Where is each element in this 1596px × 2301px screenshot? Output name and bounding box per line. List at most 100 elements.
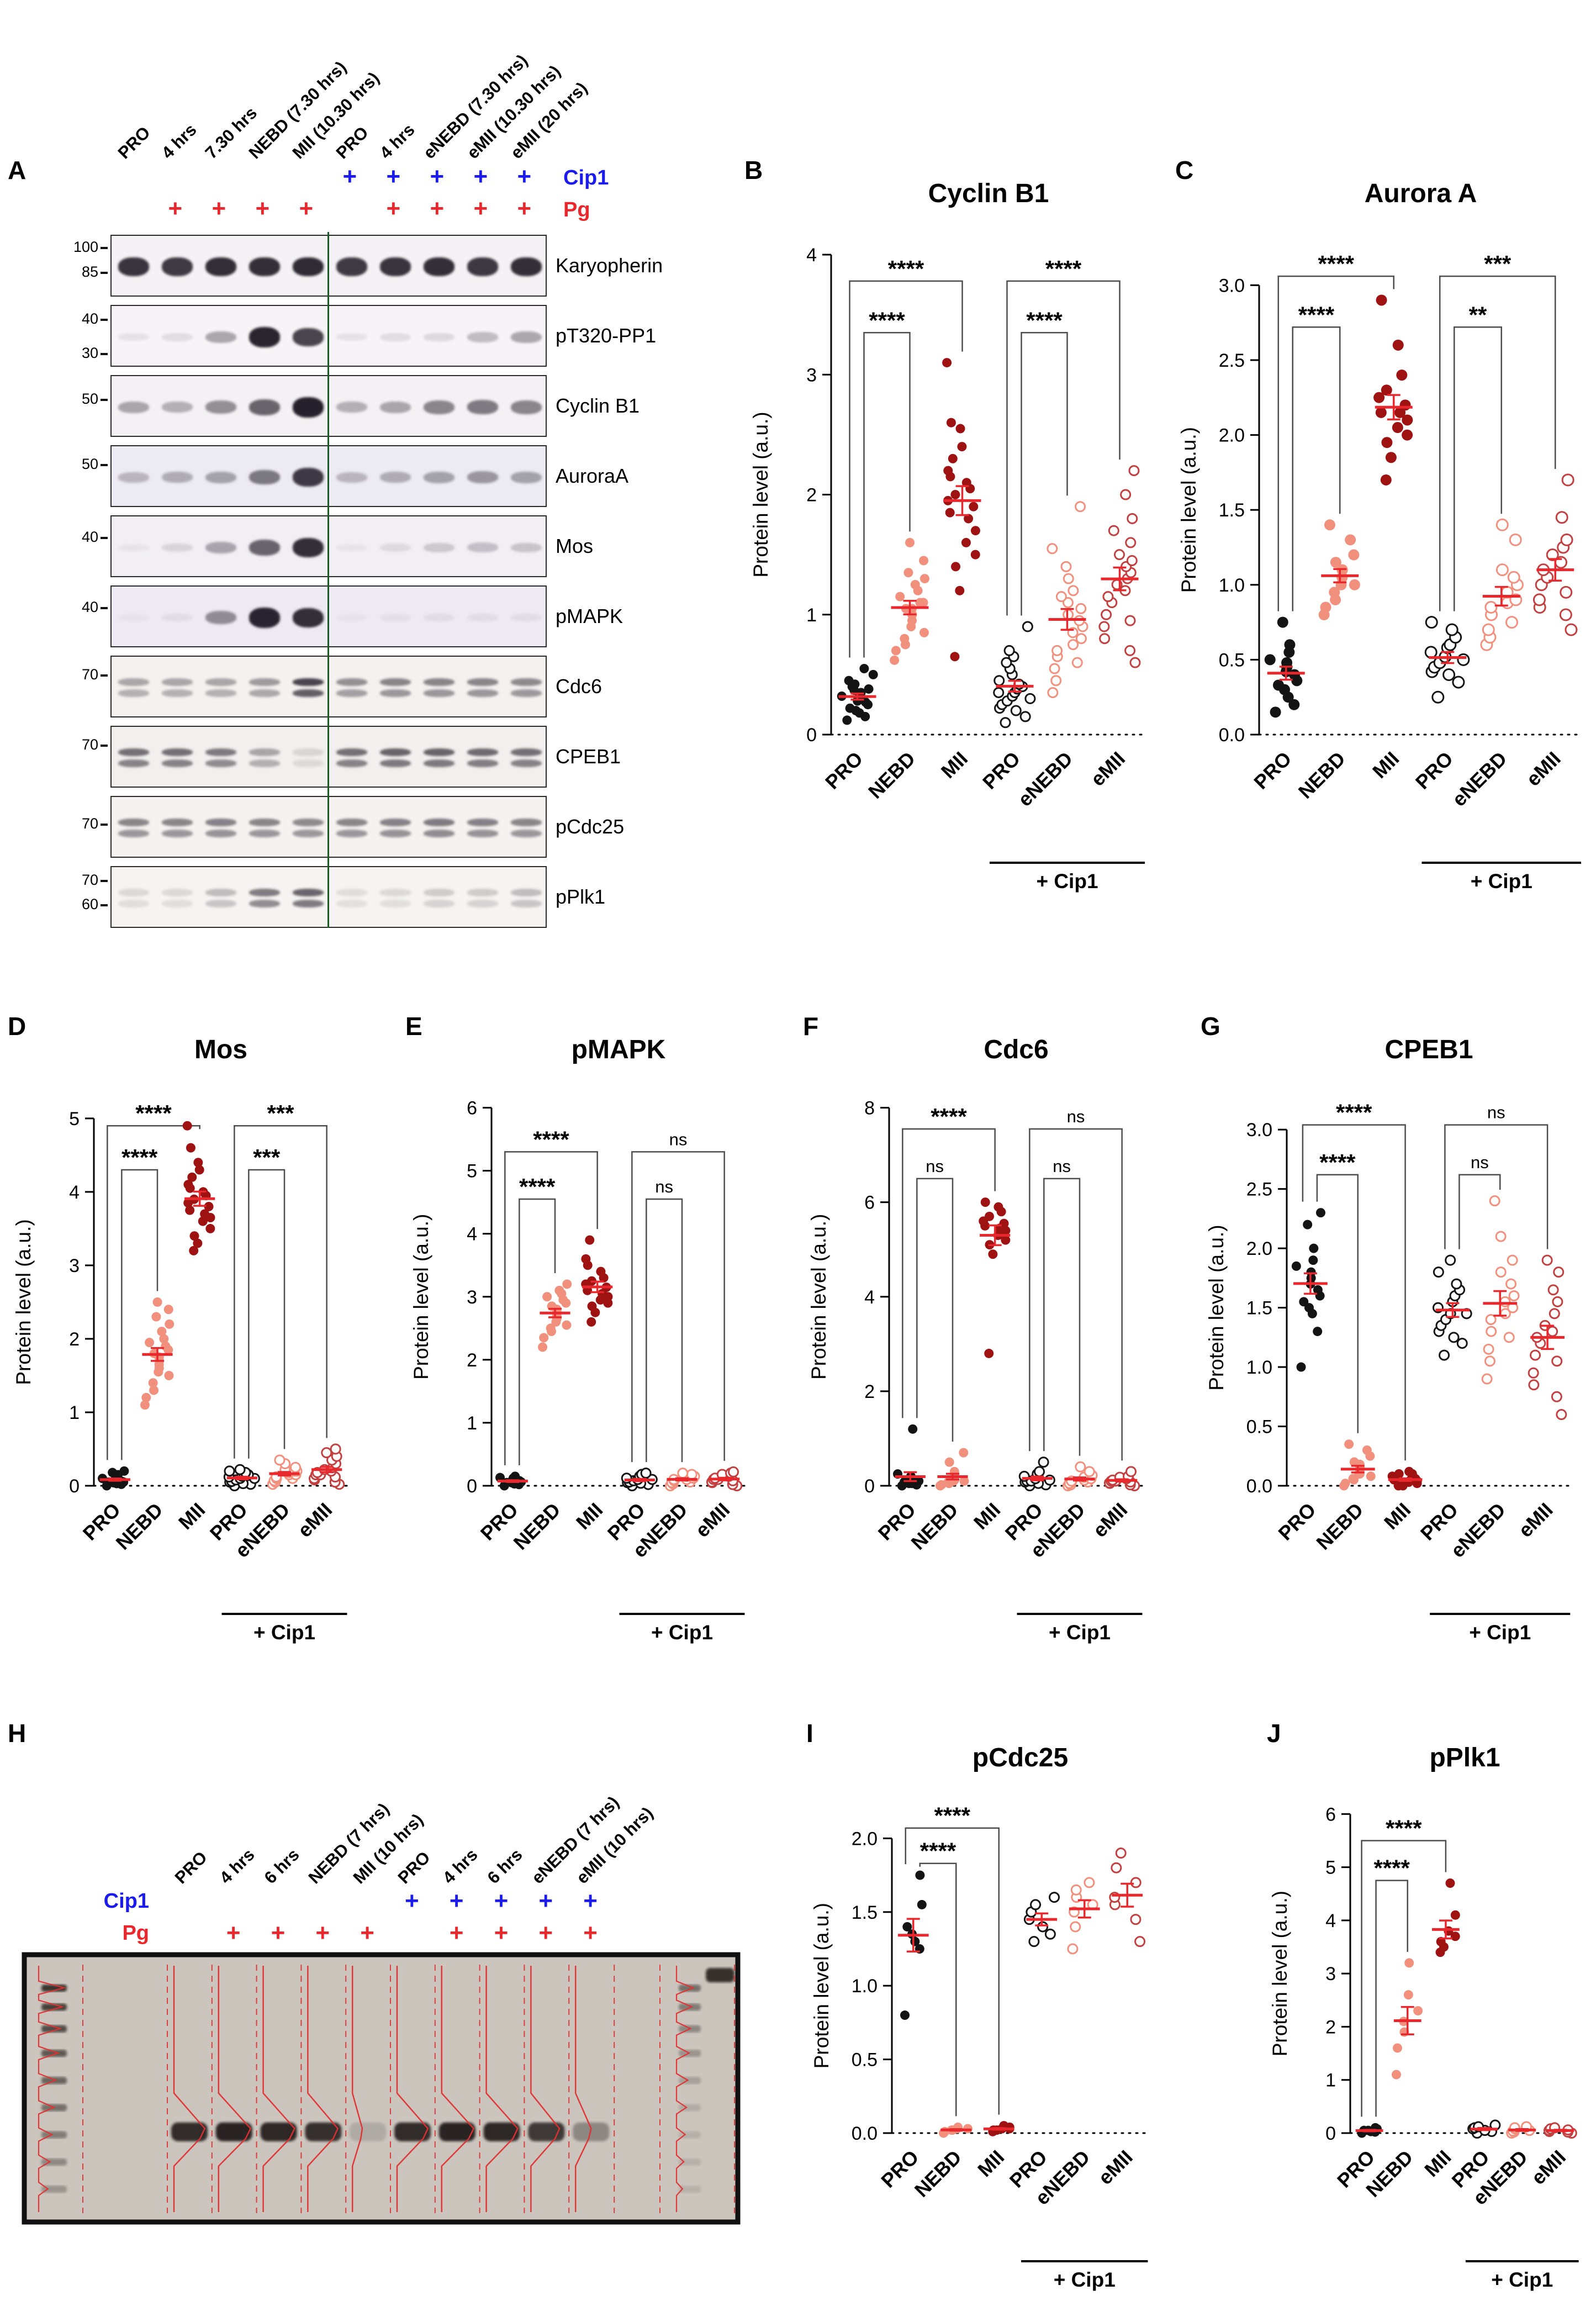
data-point bbox=[1001, 1235, 1011, 1245]
points-group-PRO bbox=[223, 1464, 260, 1491]
blot-band bbox=[292, 889, 324, 896]
y-tick-label: 3 bbox=[1325, 1964, 1336, 1985]
data-point bbox=[1442, 668, 1456, 682]
data-point bbox=[1362, 1445, 1372, 1455]
blot-band bbox=[336, 614, 367, 621]
significance-label: **** bbox=[1386, 1815, 1422, 1841]
blot-band bbox=[510, 614, 542, 621]
data-point bbox=[1284, 639, 1296, 651]
significance-label: **** bbox=[869, 307, 905, 333]
pg-plus-mark: + bbox=[473, 195, 488, 222]
data-point bbox=[988, 1249, 998, 1259]
data-point bbox=[842, 715, 852, 725]
significance-bracket bbox=[905, 1827, 1000, 2115]
category-label: eMII bbox=[1093, 2146, 1137, 2189]
data-point bbox=[845, 703, 855, 713]
data-point bbox=[1399, 399, 1411, 411]
pg-plus-mark: + bbox=[538, 1919, 553, 1946]
significance-bracket bbox=[1043, 1178, 1081, 1456]
gel-sample-band bbox=[305, 2122, 342, 2141]
data-point bbox=[1070, 1884, 1082, 1896]
blot-band bbox=[118, 678, 149, 686]
blot-band bbox=[467, 748, 498, 756]
data-point bbox=[1560, 585, 1573, 599]
data-point bbox=[1499, 1296, 1511, 1307]
blot-band bbox=[336, 759, 367, 767]
data-point bbox=[1484, 1355, 1495, 1367]
pg-plus-mark: + bbox=[168, 195, 183, 222]
significance-bracket bbox=[646, 1198, 683, 1463]
mw-marker-label: 40 bbox=[81, 310, 98, 327]
data-point bbox=[1324, 519, 1335, 531]
ladder-band bbox=[679, 1984, 701, 1992]
data-point bbox=[859, 664, 869, 674]
data-point bbox=[1402, 429, 1413, 441]
data-point bbox=[905, 537, 915, 547]
data-point bbox=[1433, 1266, 1444, 1278]
data-point bbox=[1060, 561, 1072, 572]
data-point bbox=[1067, 639, 1079, 651]
blot-center-divider bbox=[327, 232, 329, 928]
data-point bbox=[1126, 555, 1138, 567]
gel-lane-label: PRO bbox=[394, 1848, 434, 1888]
significance-label: **** bbox=[135, 1100, 172, 1126]
points-group-PRO bbox=[621, 1468, 658, 1491]
blot-band bbox=[379, 830, 411, 837]
data-point bbox=[1561, 473, 1574, 487]
significance-bracket bbox=[1021, 332, 1068, 616]
category-label: PRO bbox=[821, 747, 867, 794]
blot-band bbox=[423, 748, 455, 756]
y-axis-label: Protein level (a.u.) bbox=[749, 411, 772, 577]
y-tick-label: 2 bbox=[467, 1350, 477, 1371]
category-label: MII bbox=[937, 747, 972, 783]
protein-name: CPEB1 bbox=[556, 745, 621, 768]
data-point bbox=[554, 1285, 564, 1295]
points-group-eNEBD bbox=[1067, 1877, 1098, 1955]
data-point bbox=[1128, 465, 1140, 477]
data-point bbox=[204, 1202, 214, 1212]
blot-band bbox=[292, 748, 324, 756]
data-point bbox=[1067, 1943, 1079, 1955]
data-point bbox=[1403, 1990, 1413, 2000]
category-label: NEBD bbox=[864, 747, 919, 803]
significance-bracket bbox=[107, 1125, 200, 1460]
data-point bbox=[1484, 600, 1498, 614]
data-point bbox=[1495, 563, 1509, 577]
data-point bbox=[1099, 633, 1111, 645]
blot-band bbox=[161, 830, 193, 837]
data-point bbox=[1348, 549, 1360, 561]
gel-sample-band bbox=[260, 2122, 297, 2141]
blot-band bbox=[205, 611, 236, 624]
cip1-group-label: + Cip1 bbox=[1036, 870, 1098, 893]
blot-band bbox=[379, 689, 411, 697]
panel-label-d: D bbox=[8, 1012, 27, 1041]
blot-lane-label: PRO bbox=[332, 123, 372, 163]
data-point bbox=[1030, 1899, 1042, 1911]
significance-bracket bbox=[519, 1198, 556, 1465]
data-point bbox=[1049, 1892, 1060, 1903]
gel-background bbox=[22, 1952, 740, 2224]
blot-band bbox=[467, 471, 498, 483]
data-point bbox=[1345, 534, 1356, 546]
pg-plus-mark: + bbox=[315, 1919, 330, 1946]
chart-title: pPlk1 bbox=[1429, 1743, 1500, 1772]
gel-corner-band bbox=[706, 1968, 734, 1982]
data-point bbox=[1450, 1931, 1460, 1941]
blot-band bbox=[467, 400, 498, 414]
chart-title: pMAPK bbox=[572, 1035, 666, 1064]
points-group-PRO bbox=[993, 621, 1036, 729]
ladder-trace bbox=[675, 1966, 695, 2212]
significance-label: **** bbox=[1319, 1149, 1356, 1175]
data-point bbox=[1507, 571, 1520, 584]
significance-bracket bbox=[234, 1125, 327, 1459]
blot-band bbox=[205, 331, 236, 343]
panel-label-j: J bbox=[1267, 1719, 1281, 1748]
data-point bbox=[1373, 392, 1385, 403]
data-point bbox=[1102, 591, 1114, 603]
densitometry-trace bbox=[351, 1966, 363, 2212]
blot-band bbox=[249, 326, 280, 347]
data-point bbox=[640, 1468, 652, 1479]
data-point bbox=[193, 1158, 203, 1168]
data-point bbox=[1303, 1220, 1313, 1229]
